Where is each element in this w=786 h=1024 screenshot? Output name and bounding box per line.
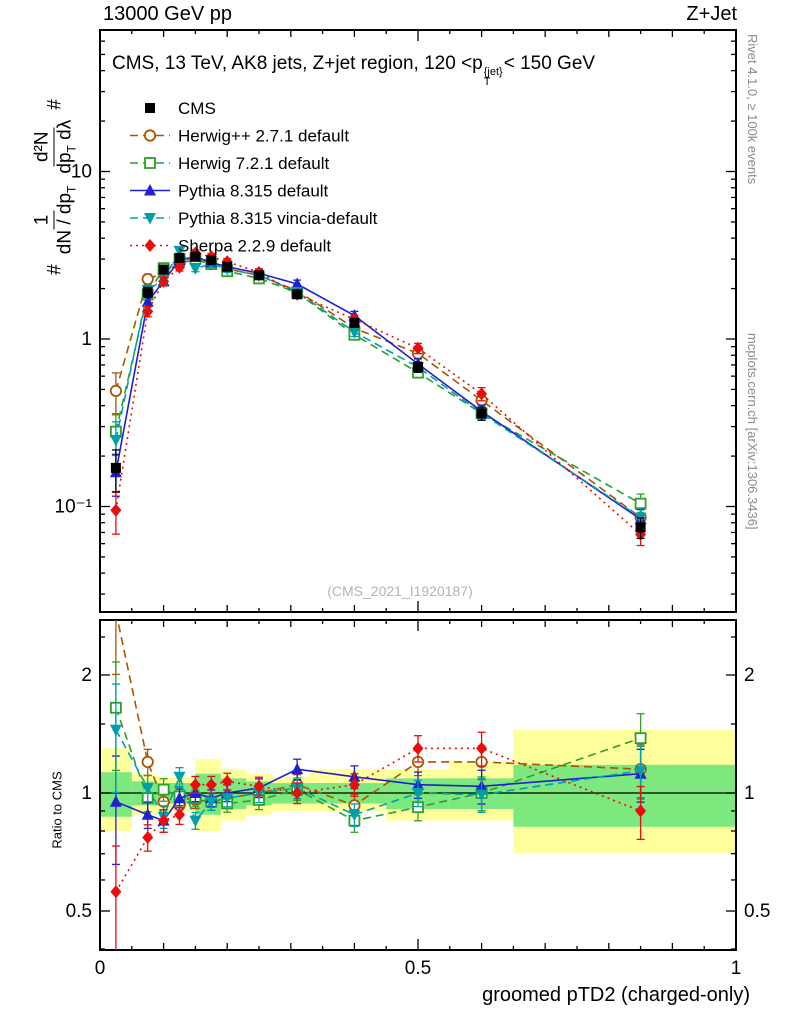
series-herwig-7-2-1-default: [110, 252, 647, 516]
legend-label: Pythia 8.315 default: [178, 182, 329, 201]
series-pythia-8-315-vincia-default: [109, 245, 647, 530]
series-pythia-8-315-vincia-default-ratio: [109, 683, 647, 830]
legend-item: CMS: [145, 99, 216, 118]
legend-item: Herwig++ 2.7.1 default: [130, 127, 349, 146]
legend-label: CMS: [178, 99, 216, 118]
legend-item: Herwig 7.2.1 default: [130, 154, 329, 173]
legend: CMS Herwig++ 2.7.1 default Herwig 7.2.1 de…: [130, 99, 378, 256]
tick-label: 10⁻¹: [55, 497, 93, 518]
tick-label: 1: [81, 329, 92, 350]
beam-energy-label: 13000 GeV pp: [103, 3, 232, 25]
legend-item: Pythia 8.315 vincia-default: [130, 209, 378, 228]
ylabel-fraction-2: d²N dpT dλ: [31, 119, 79, 174]
x-tick-label: 1: [731, 958, 742, 979]
legend-label: Herwig 7.2.1 default: [178, 154, 329, 173]
tick-label: 1: [81, 783, 92, 804]
rivet-version-note: Rivet 4.1.0, ≥ 100k events: [745, 34, 760, 185]
ylabel-hash: #: [44, 99, 66, 110]
legend-label: Sherpa 2.2.9 default: [178, 237, 331, 256]
analysis-watermark: (CMS_2021_I1920187): [327, 583, 473, 599]
tick-label: 10: [71, 162, 92, 183]
mcplots-reference-note: mcplots.cern.ch [arXiv:1306.3436]: [745, 333, 760, 530]
tick-label: 0.5: [66, 901, 92, 922]
ylabel-hash: #: [44, 264, 66, 275]
pt-jet-subsup: {jet} T: [483, 66, 503, 88]
tick-label: 1: [744, 783, 755, 804]
y-axis-label: # 1 dN / dpT d²N dpT dλ #: [21, 35, 91, 340]
axis-ticks: [99, 30, 737, 950]
ratio-axis-label: Ratio to CMS: [49, 771, 65, 849]
x-tick-label: 0.5: [405, 958, 431, 979]
process-label: Z+Jet: [686, 3, 737, 25]
plot-title: CMS, 13 TeV, AK8 jets, Z+jet region, 120…: [112, 53, 596, 88]
series-cms: [110, 251, 646, 540]
series-pythia-8-315-default: [109, 250, 647, 531]
legend-label: Pythia 8.315 vincia-default: [178, 209, 378, 228]
tick-label: 2: [81, 665, 92, 686]
x-tick-label: 0: [95, 958, 106, 979]
tick-label: 0.5: [744, 901, 770, 922]
series-sherpa-2-2-9-default: [110, 246, 647, 547]
tick-label: 2: [744, 665, 755, 686]
legend-item: Pythia 8.315 default: [130, 182, 329, 201]
legend-label: Herwig++ 2.7.1 default: [178, 127, 349, 146]
legend-item: Sherpa 2.2.9 default: [130, 237, 331, 256]
series-herwig-2-7-1-default: [109, 253, 647, 530]
ylabel-fraction-1: 1 dN / dpT: [31, 185, 79, 255]
series-sherpa-2-2-9-default-ratio: [110, 731, 647, 950]
x-axis-title: groomed pTD2 (charged-only): [482, 984, 750, 1006]
